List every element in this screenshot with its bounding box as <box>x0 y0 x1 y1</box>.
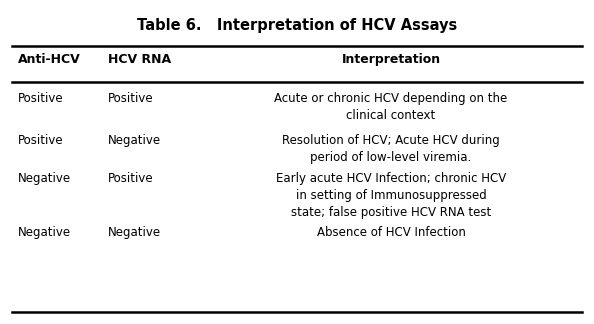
Text: Acute or chronic HCV depending on the
clinical context: Acute or chronic HCV depending on the cl… <box>274 92 508 122</box>
Text: Interpretation: Interpretation <box>342 53 441 66</box>
Text: Positive: Positive <box>18 92 64 105</box>
Text: Early acute HCV Infection; chronic HCV
in setting of Immunosuppressed
state; fal: Early acute HCV Infection; chronic HCV i… <box>276 172 506 219</box>
Text: Negative: Negative <box>108 226 161 239</box>
Text: Table 6.   Interpretation of HCV Assays: Table 6. Interpretation of HCV Assays <box>137 18 457 33</box>
Text: Positive: Positive <box>108 172 154 185</box>
Text: HCV RNA: HCV RNA <box>108 53 171 66</box>
Text: Negative: Negative <box>18 172 71 185</box>
Text: Absence of HCV Infection: Absence of HCV Infection <box>317 226 466 239</box>
Text: Negative: Negative <box>108 134 161 147</box>
Text: Anti-HCV: Anti-HCV <box>18 53 81 66</box>
Text: Resolution of HCV; Acute HCV during
period of low-level viremia.: Resolution of HCV; Acute HCV during peri… <box>282 134 500 164</box>
Text: Positive: Positive <box>18 134 64 147</box>
Text: Negative: Negative <box>18 226 71 239</box>
Text: Positive: Positive <box>108 92 154 105</box>
